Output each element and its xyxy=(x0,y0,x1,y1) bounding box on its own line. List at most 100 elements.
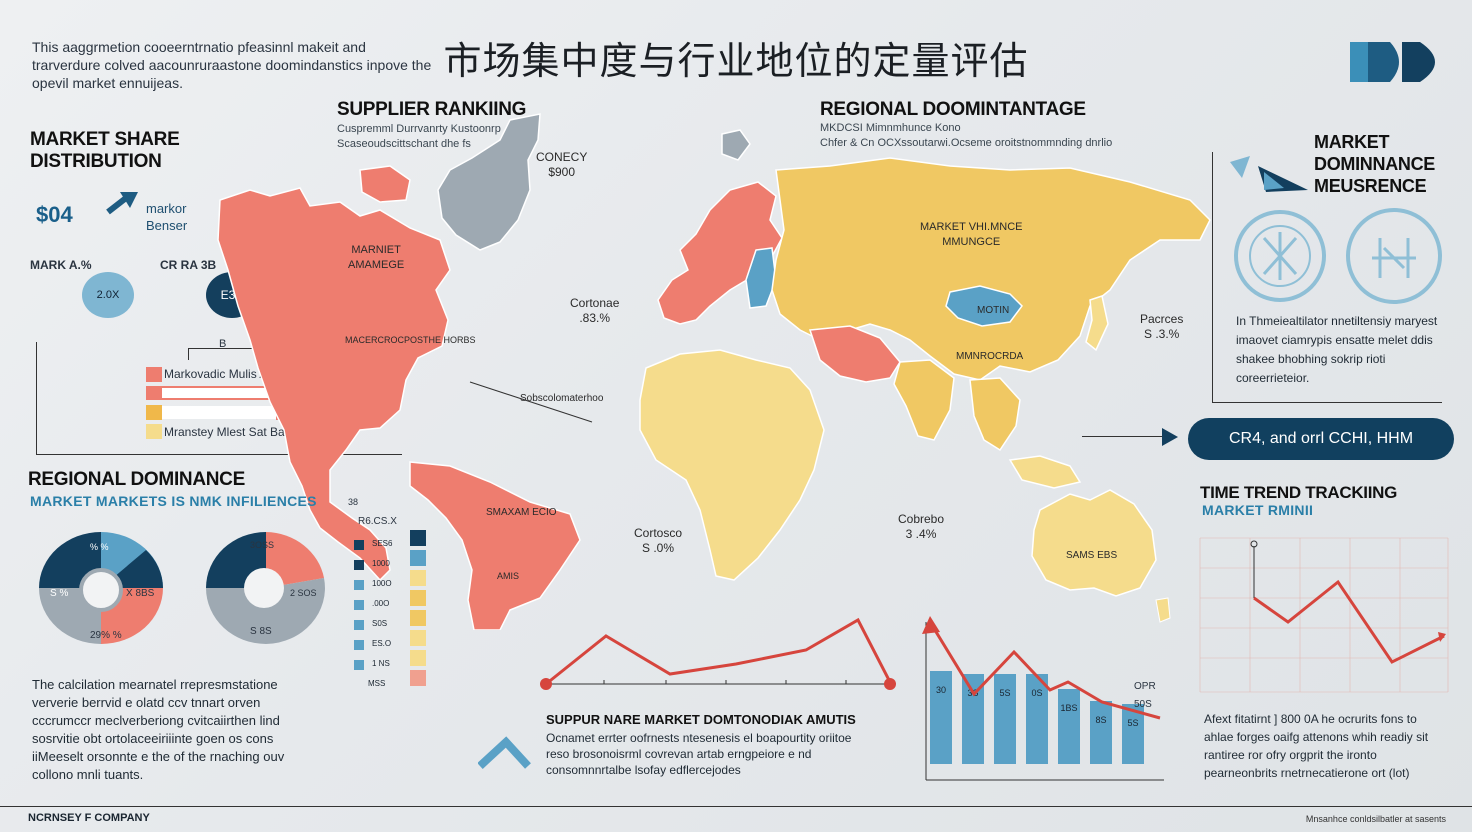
map-label-eurasia: MARKET VHI.MNCE MMUNGCE xyxy=(920,221,1023,248)
list-item: S0S xyxy=(354,610,430,630)
share-axis-horizontal xyxy=(36,454,402,455)
pill-connector-line xyxy=(1082,436,1166,437)
dominance-heading-line3: MEUSRENCE xyxy=(1314,176,1427,196)
donut1-label-top: % % xyxy=(90,542,109,552)
bar-5 xyxy=(1058,689,1080,764)
region-japan xyxy=(1085,295,1109,352)
region-south-america xyxy=(409,461,581,630)
bottom-center-paragraph: Ocnamet errter oofrnests ntesenesis el b… xyxy=(546,731,852,777)
map-label-greenland: CONECY $900 xyxy=(536,150,588,179)
list-item: MSS xyxy=(354,670,430,688)
trend-line xyxy=(1253,579,1445,664)
supplier-sub-2: Scaseoudscittschant dhe fs xyxy=(337,138,471,150)
regional-paragraph: The calcilation mearnatel rrepresmstatio… xyxy=(32,677,285,782)
bottom-arrow-icon xyxy=(478,736,531,769)
region-middle-east xyxy=(808,325,901,383)
world-map xyxy=(217,113,1211,630)
supplier-trend-line xyxy=(545,617,892,686)
trend-paragraph: Afext fitatirnt ] 800 0A he ocrurits fon… xyxy=(1204,712,1429,780)
pill-arrow-icon xyxy=(1162,428,1178,446)
supplier-line-chart xyxy=(540,617,896,690)
map-label-east: Pacrces S .3.% xyxy=(1140,312,1184,341)
label-mark-a: MARK A.% xyxy=(30,258,92,272)
dominance-paragraph: In Thmeiealtilator nnetiltensiy maryest … xyxy=(1236,314,1438,385)
share-bar-swatch-4 xyxy=(146,424,162,439)
trend-line-chart xyxy=(1199,537,1449,693)
bar-label-5: 1BS xyxy=(1060,703,1077,713)
region-africa xyxy=(639,349,825,581)
region-arctic-islands xyxy=(359,165,411,203)
bracket-label: B xyxy=(219,338,227,350)
bar-7 xyxy=(1122,704,1144,764)
map-label-mongolia: MOTIN xyxy=(977,305,1010,316)
map-label-south-america: SMAXAM ECIO xyxy=(486,507,557,518)
map-label-north-america: MARNIET AMAMEGE xyxy=(348,244,405,271)
trend-marker-dot xyxy=(1250,540,1258,548)
supplier-ranking-heading: SUPPLIER RANKIING xyxy=(337,99,527,120)
bar-label-6: 8S xyxy=(1095,715,1106,725)
supplier-start-dot xyxy=(540,678,552,690)
region-india xyxy=(893,359,955,441)
gauge-circle-left xyxy=(1234,210,1326,302)
list-item: 1000 xyxy=(354,550,430,570)
map-pointer-line xyxy=(469,381,593,423)
list-item: ES.O xyxy=(354,630,430,650)
donut-chart-1 xyxy=(39,532,163,644)
supplier-sub-1: Cuspremml Durrvanrty Kustoonrp xyxy=(337,123,501,135)
map-label-brazil: AMIS xyxy=(497,571,520,581)
region-eastern-europe xyxy=(745,247,777,309)
bar-label-7: 5S xyxy=(1127,718,1138,728)
regional-dominance-heading: REGIONAL DOMINANCE xyxy=(28,469,245,490)
dominance-arrow-icon xyxy=(1230,156,1308,192)
bar-label-3: 5S xyxy=(999,688,1010,698)
trend-up-icon xyxy=(106,192,138,215)
bar-label-4: 0S xyxy=(1031,688,1042,698)
bar-3 xyxy=(994,674,1016,764)
share-bar-label-4: Mranstey Mlest Sat Baess xyxy=(164,425,304,439)
donut-chart-2 xyxy=(206,532,325,644)
regional-top-sub-2: Chfer & Cn OCXssoutarwi.Ocseme oroitstno… xyxy=(820,137,1113,149)
bar-4 xyxy=(1026,674,1048,764)
share-bar-3 xyxy=(146,405,162,420)
bar-top-label-1: OPR xyxy=(1134,681,1156,692)
market-share-heading-line2: DISTRIBUTION xyxy=(30,151,162,172)
metrics-pill-button[interactable]: CR4, and orrl CCHI, HHM xyxy=(1188,418,1454,460)
bar-top-labels: OPR 50S xyxy=(1134,678,1156,714)
region-iceland xyxy=(721,129,751,161)
list-item: .00O xyxy=(354,590,430,610)
market-share-value: $04 xyxy=(36,202,73,227)
map-label-atlantic: Cortonae .83.% xyxy=(570,296,620,325)
footer-rule xyxy=(0,806,1472,807)
list-item: 1 NS xyxy=(354,650,430,670)
arrow-caption: markor Benser xyxy=(146,200,187,234)
dominance-heading-line1: MARKET xyxy=(1314,132,1390,152)
dominance-divider-vertical xyxy=(1212,152,1213,402)
dominance-divider-horizontal xyxy=(1212,402,1442,403)
regional-top-heading: REGIONAL DOOMINTANTAGE xyxy=(820,99,1086,120)
share-bar-3-gap xyxy=(162,406,276,419)
time-trend-subheading: MARKET RMINII xyxy=(1202,502,1314,518)
list-header: R6.CS.X xyxy=(358,516,397,527)
list-item: 100O xyxy=(354,570,430,590)
bar-1 xyxy=(930,671,952,764)
company-logo xyxy=(1350,42,1435,82)
gauge-circle-right xyxy=(1346,208,1442,304)
donut1-label-bottom: 29% % xyxy=(90,630,122,641)
map-label-australia: SAMS EBS xyxy=(1066,550,1118,561)
trend-arrowhead xyxy=(1438,632,1446,642)
dominance-heading: MARKET DOMINNANCE MEUSRENCE xyxy=(1314,131,1435,197)
map-pointer-label: Sobscolomaterhoo xyxy=(520,393,604,404)
region-new-zealand xyxy=(1155,597,1171,623)
donut2-label-bottom: S 8S xyxy=(250,626,272,637)
list-item: SES6 xyxy=(354,530,430,550)
regional-dominance-subheading: MARKET MARKETS IS NMK INFILIENCES xyxy=(30,493,317,509)
legend-list: SES6 1000 100O .00O S0S ES.O 1 NS MSS xyxy=(354,530,430,688)
market-share-heading-line1: MARKET SHARE xyxy=(30,129,180,150)
region-se-asia xyxy=(969,377,1021,452)
region-australia xyxy=(1031,489,1157,597)
region-indonesia xyxy=(1008,455,1082,489)
time-trend-heading: TIME TREND TRACKIING xyxy=(1200,483,1398,502)
bar-2 xyxy=(962,674,984,764)
bar-chart-trend-line xyxy=(928,621,1161,720)
